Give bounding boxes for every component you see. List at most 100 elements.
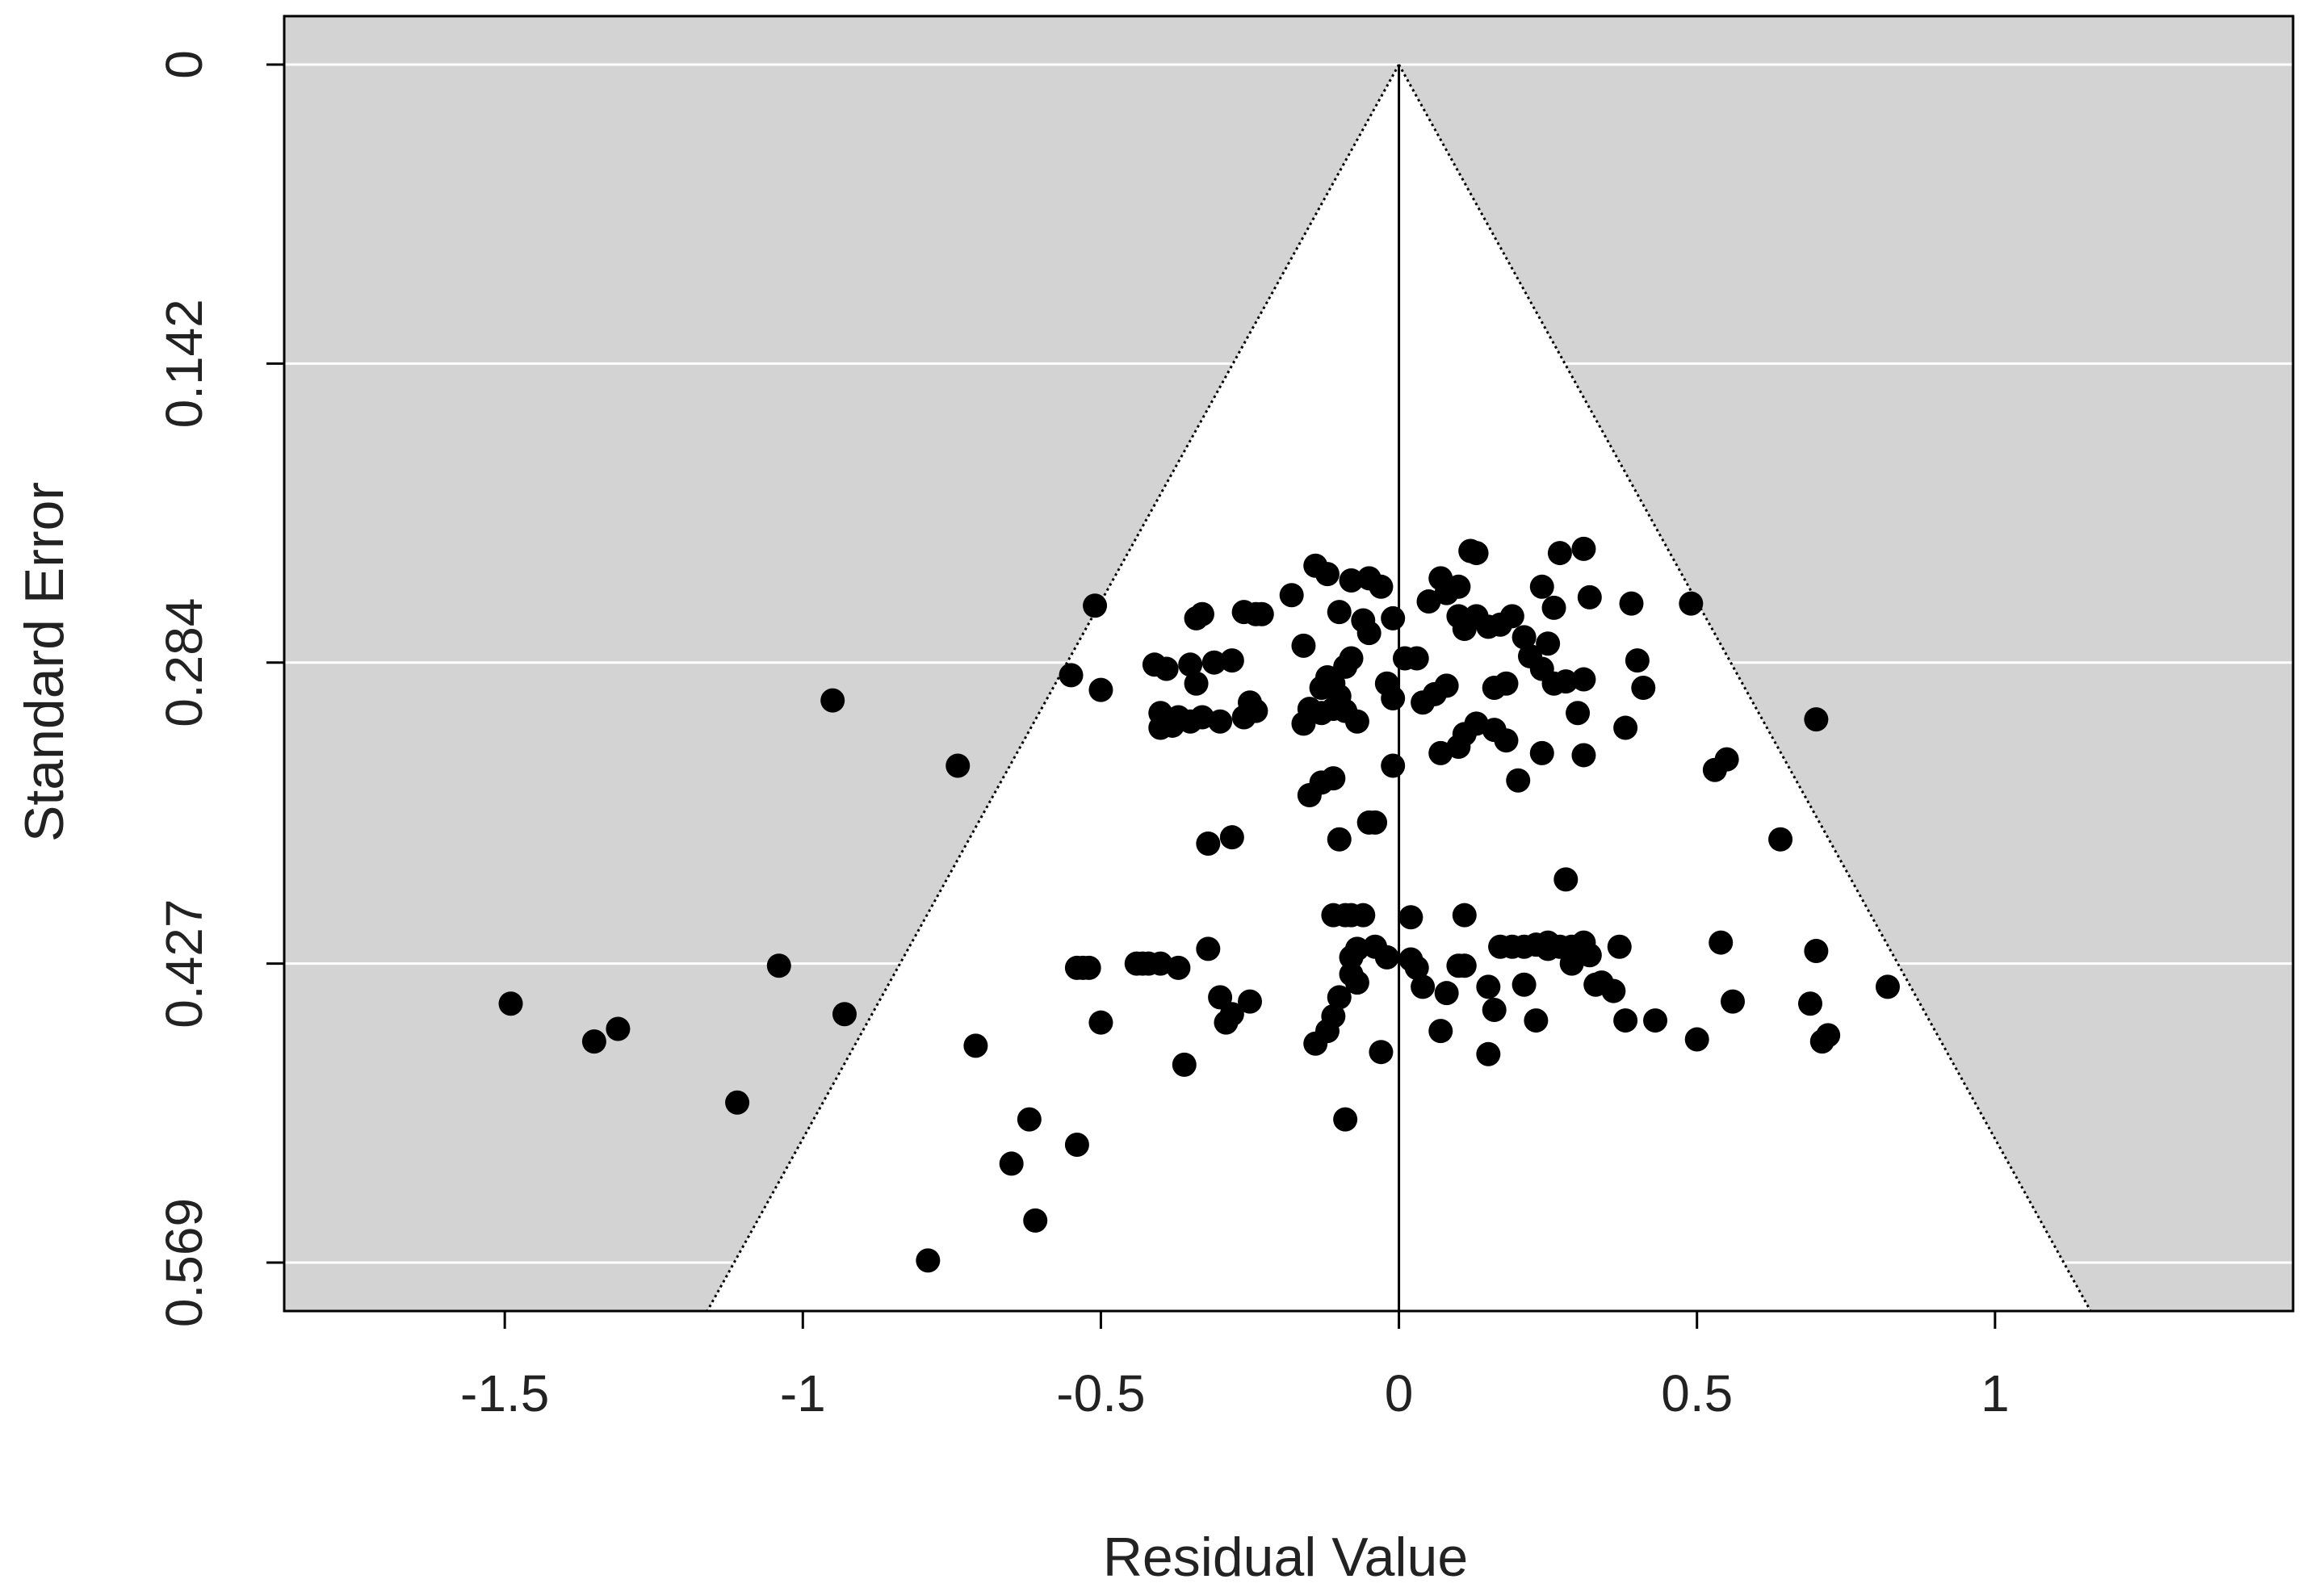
data-point — [1327, 600, 1352, 625]
data-point — [498, 991, 523, 1016]
data-point — [1631, 675, 1656, 700]
data-point — [1208, 985, 1233, 1010]
data-point — [1356, 621, 1382, 646]
data-point — [1625, 648, 1650, 673]
data-point — [1333, 1107, 1358, 1132]
data-point — [1434, 673, 1459, 698]
data-point — [999, 1151, 1024, 1176]
data-point — [1619, 591, 1644, 616]
data-point — [1428, 1019, 1453, 1044]
data-point — [1494, 728, 1519, 753]
data-point — [1476, 1041, 1501, 1066]
y-axis-title: Standard Error — [14, 482, 75, 842]
data-point — [1434, 981, 1459, 1006]
data-point — [1797, 991, 1822, 1016]
y-tick-label: 0.284 — [155, 598, 213, 727]
data-point — [1446, 735, 1471, 760]
data-point — [1875, 974, 1900, 999]
y-tick-label: 0.142 — [155, 299, 213, 428]
data-point — [1571, 667, 1596, 692]
data-point — [1196, 831, 1221, 856]
data-point — [1327, 985, 1352, 1010]
data-point — [1238, 690, 1263, 715]
data-point — [1214, 1010, 1239, 1035]
data-point — [1381, 686, 1406, 711]
data-point — [1314, 562, 1340, 587]
data-point — [1374, 945, 1399, 970]
y-tick-label: 0 — [155, 50, 213, 79]
data-point — [1571, 743, 1596, 768]
y-tick-label: 0.427 — [155, 899, 213, 1028]
data-point — [1208, 709, 1233, 734]
x-tick-label: 0 — [1385, 1364, 1414, 1422]
x-tick-label: -1.5 — [460, 1364, 549, 1422]
data-point — [1804, 939, 1829, 964]
data-point — [1166, 955, 1191, 980]
data-point — [1064, 1132, 1089, 1157]
data-point — [1506, 768, 1531, 793]
data-point — [1816, 1023, 1841, 1048]
data-point — [1238, 989, 1263, 1014]
data-point — [1178, 652, 1203, 677]
data-point — [1452, 953, 1477, 978]
data-point — [1219, 648, 1244, 673]
data-point — [1344, 970, 1369, 995]
data-point — [1369, 1040, 1394, 1065]
data-point — [1566, 701, 1591, 726]
data-point — [606, 1016, 631, 1041]
data-point — [581, 1029, 606, 1054]
data-point — [1184, 671, 1209, 696]
data-point — [1154, 656, 1179, 681]
data-point — [1344, 936, 1369, 961]
data-point — [1476, 974, 1501, 999]
data-point — [1076, 955, 1101, 980]
data-point — [1344, 709, 1369, 734]
data-point — [1768, 827, 1793, 852]
data-point — [916, 1248, 941, 1273]
x-axis-title: Residual Value — [1103, 1527, 1468, 1588]
data-point — [1404, 646, 1429, 671]
data-point — [1524, 1008, 1549, 1033]
data-point — [1446, 574, 1471, 599]
data-point — [1571, 536, 1596, 561]
data-point — [1571, 930, 1596, 955]
data-point — [1381, 753, 1406, 778]
data-point — [963, 1033, 988, 1058]
data-point — [725, 1090, 750, 1115]
data-point — [1201, 650, 1226, 675]
data-point — [766, 953, 791, 978]
data-point — [1553, 669, 1579, 694]
data-point — [1172, 1052, 1197, 1077]
data-point — [1083, 593, 1108, 618]
data-point — [1494, 671, 1519, 696]
data-point — [1088, 677, 1113, 702]
data-point — [1529, 574, 1554, 599]
data-point — [1017, 1107, 1042, 1132]
data-point — [1714, 747, 1739, 772]
data-point — [1339, 646, 1364, 671]
data-point — [1482, 998, 1507, 1023]
data-point — [1023, 1208, 1048, 1233]
data-point — [1404, 955, 1429, 980]
data-point — [1721, 989, 1746, 1014]
data-point — [1577, 584, 1602, 609]
data-point — [1279, 583, 1304, 608]
data-point — [1804, 707, 1829, 732]
data-point — [1411, 974, 1436, 999]
x-tick-label: 0.5 — [1661, 1364, 1733, 1422]
data-point — [1189, 601, 1214, 626]
data-point — [1643, 1008, 1668, 1033]
data-point — [1327, 827, 1352, 852]
data-point — [1511, 972, 1537, 997]
data-point — [1088, 1010, 1113, 1035]
data-point — [1291, 633, 1316, 658]
data-point — [1464, 541, 1489, 566]
data-point — [1511, 625, 1537, 650]
data-point — [1314, 1019, 1340, 1044]
data-point — [1381, 605, 1406, 630]
data-point — [1529, 740, 1554, 765]
x-tick-label: -1 — [780, 1364, 826, 1422]
data-point — [1398, 905, 1423, 930]
data-point — [1452, 903, 1477, 928]
